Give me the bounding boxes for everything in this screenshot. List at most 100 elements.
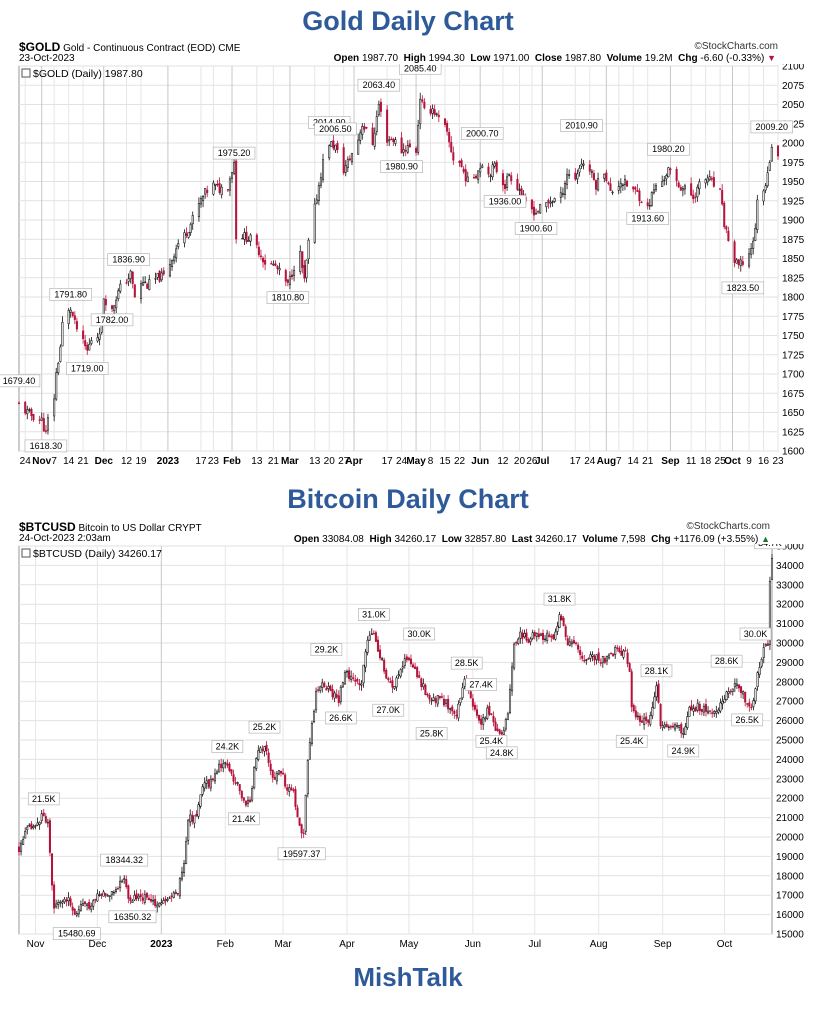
annotation-label: 1679.40	[3, 376, 36, 386]
y-tick-label: 2100	[782, 64, 805, 73]
candle-body	[472, 177, 476, 179]
candle-body	[628, 663, 631, 672]
candle-body	[339, 686, 342, 702]
candle-body	[392, 138, 395, 142]
candle-body	[471, 698, 474, 707]
candle-body	[719, 702, 722, 712]
candle-body	[187, 819, 190, 841]
candle-body	[729, 690, 732, 693]
candle-body	[422, 683, 425, 688]
candle-body	[117, 888, 120, 890]
candle-body	[641, 720, 644, 723]
candle-body	[211, 778, 214, 781]
annotation-label: 1782.00	[96, 315, 129, 325]
candle-body	[548, 634, 551, 638]
y-tick-label: 1725	[782, 350, 805, 361]
candle-body	[592, 173, 595, 181]
candle-body	[298, 817, 301, 826]
candle-body	[634, 187, 637, 190]
candle-body	[544, 638, 547, 641]
y-tick-label: 28000	[776, 677, 804, 688]
candle-body	[172, 892, 175, 898]
candle-body	[756, 672, 759, 688]
btc-ohlc-line: Open 33084.08 High 34260.17 Low 32857.80…	[294, 534, 770, 545]
candle-body	[274, 263, 277, 266]
x-tick-label: 13	[309, 456, 321, 467]
candle-body	[683, 185, 686, 190]
annotation-label: 34.7K	[758, 544, 782, 548]
candle-body	[712, 177, 715, 187]
candle-body	[115, 299, 118, 309]
x-tick-label: Aug	[597, 456, 616, 467]
candle-body	[397, 674, 400, 677]
candle-body	[568, 641, 571, 646]
candle-body	[648, 205, 651, 207]
annotation-box	[314, 122, 357, 136]
candle-body	[597, 652, 600, 661]
annotation-box	[483, 194, 527, 208]
candle-body	[276, 265, 279, 270]
candle-body	[257, 246, 260, 256]
annotation-label: 2000.70	[466, 128, 499, 138]
candle-body	[599, 662, 602, 664]
x-tick-label: 8	[428, 456, 434, 467]
candle-body	[735, 259, 738, 264]
candle-body	[679, 187, 682, 191]
candle-body	[527, 639, 530, 644]
candle-body	[690, 183, 693, 196]
candle-body	[381, 658, 384, 660]
x-tick-label: 22	[454, 456, 466, 467]
candle-body	[28, 409, 31, 411]
candle-body	[496, 728, 499, 731]
candle-body	[319, 686, 322, 691]
candle-body	[655, 685, 658, 698]
candle-body	[108, 895, 111, 898]
candle-body	[530, 199, 533, 210]
candle-body	[694, 706, 697, 712]
annotation-box	[0, 374, 41, 388]
annotation-box	[399, 64, 442, 75]
candle-body	[361, 126, 364, 135]
candle-body	[518, 189, 521, 191]
candle-body	[495, 161, 498, 173]
annotation-label: 1618.30	[30, 441, 63, 451]
candle-body	[46, 417, 49, 431]
annotation-box	[380, 160, 423, 174]
annotation-label: 28.1K	[645, 666, 669, 676]
y-tick-label: 31000	[776, 619, 804, 630]
candle-body	[436, 695, 439, 705]
candle-body	[173, 256, 176, 262]
candle-body	[700, 708, 703, 712]
y-tick-label: 18000	[776, 871, 804, 882]
candle-body	[766, 172, 769, 187]
candle-body	[626, 652, 629, 664]
candle-body	[344, 165, 347, 173]
y-tick-label: 29000	[776, 658, 804, 669]
candle-body	[98, 894, 101, 897]
btc-chg: +1176.09 (+3.55%)	[673, 534, 759, 545]
candle-body	[365, 127, 368, 129]
x-tick-label: 20	[514, 456, 526, 467]
candle-body	[158, 270, 161, 282]
candle-body	[133, 284, 136, 298]
annotation-label: 21.5K	[32, 794, 56, 804]
candle-body	[566, 638, 569, 646]
candle-body	[523, 633, 526, 638]
candle-body	[638, 715, 641, 722]
candle-body	[537, 633, 540, 638]
candle-body	[290, 274, 294, 278]
y-tick-label: 1775	[782, 312, 805, 323]
candle-body	[448, 132, 451, 143]
candle-body	[508, 174, 511, 176]
candle-body	[213, 773, 217, 782]
candle-body	[597, 178, 600, 191]
annotation-box	[248, 720, 281, 734]
candle-body	[501, 173, 504, 186]
annotation-box	[27, 792, 60, 806]
candle-body	[65, 899, 68, 902]
candle-body	[650, 192, 653, 206]
candle-body	[119, 283, 122, 292]
candle-body	[678, 725, 681, 728]
candle-body	[249, 799, 252, 802]
candle-body	[86, 903, 89, 906]
